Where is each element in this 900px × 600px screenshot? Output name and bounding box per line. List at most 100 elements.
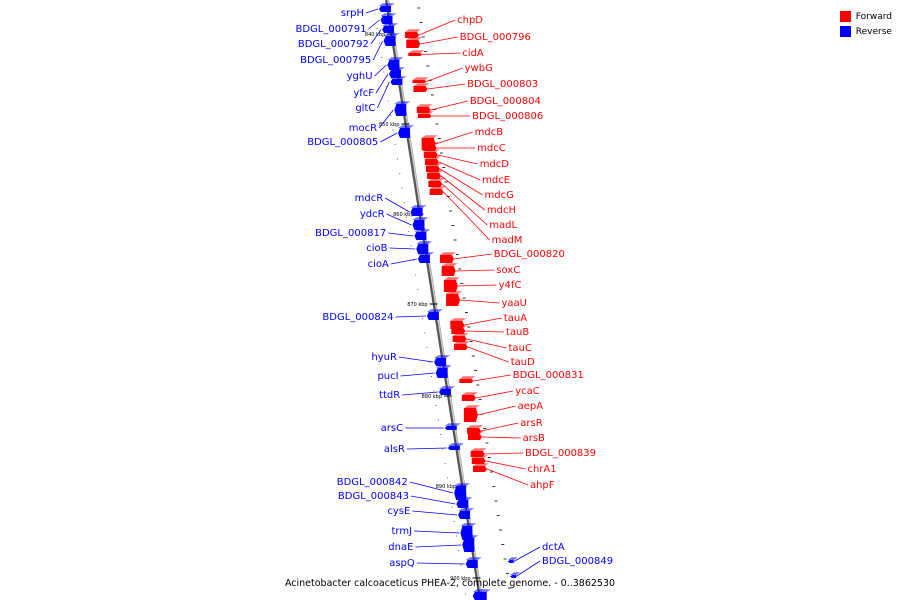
reverse-gene-partial[interactable] [472, 589, 491, 600]
forward-gene-tauC[interactable] [452, 333, 469, 342]
forward-gene-label-yaaU: yaaU [501, 298, 526, 309]
reverse-gene-label-cysE: cysE [387, 506, 410, 517]
forward-gene-y4fC[interactable] [443, 277, 460, 292]
reverse-gene-label-ydcR: ydcR [360, 209, 385, 220]
reverse-gene-label-srpH-leader [365, 8, 379, 14]
forward-gene-BDGL_000803[interactable] [413, 83, 430, 92]
forward-gene-ahpF[interactable] [473, 463, 490, 472]
scale-label: 880 kbp [422, 394, 442, 400]
forward-gene-mdcH[interactable] [427, 170, 444, 179]
scale-label: 860 kbp [393, 212, 413, 218]
reverse-gene-cioB[interactable] [416, 241, 433, 254]
forward-gene-ycaC[interactable] [461, 392, 478, 401]
legend-forward-label: Forward [855, 11, 892, 22]
reverse-gene-ydcR[interactable] [412, 217, 429, 230]
forward-gene-BDGL_000831[interactable] [459, 376, 476, 383]
forward-gene-cidA[interactable] [408, 50, 425, 56]
reverse-gene-BDGL_000817[interactable] [414, 229, 431, 240]
reverse-gene-alsR[interactable] [447, 443, 464, 450]
forward-gene-aepA[interactable] [463, 405, 480, 422]
forward-gene-BDGL_000820[interactable] [439, 252, 456, 263]
reverse-gene-cioA[interactable] [417, 252, 434, 263]
reverse-gene-label-yfcF: yfcF [353, 88, 374, 99]
forward-gene-ywbG[interactable] [412, 77, 429, 83]
scale-label: 900 kbp [450, 576, 470, 582]
reverse-gene-label-cioB-leader [389, 247, 416, 250]
forward-gene-label-BDGL_000803-leader [427, 83, 466, 90]
reverse-gene-label-pucI-leader [400, 372, 435, 377]
forward-gene-label-y4fC: y4fC [499, 280, 522, 291]
forward-gene-label-BDGL_000796-leader [420, 36, 458, 45]
forward-gene-label-mdcG: mdcG [485, 190, 514, 201]
forward-gene-label-tauA-leader [464, 317, 502, 326]
reverse-gene-mocR[interactable] [394, 101, 411, 116]
reverse-gene-arsC[interactable] [444, 423, 461, 430]
forward-gene-BDGL_000806[interactable] [417, 111, 434, 118]
reverse-gene-dnaE[interactable] [462, 535, 479, 552]
legend-reverse-label: Reverse [855, 26, 892, 37]
forward-gene-label-arsB-leader [481, 436, 521, 439]
forward-gene-label-madM-leader [443, 191, 490, 241]
reverse-gene-BDGL_000805[interactable] [398, 125, 415, 138]
forward-gene-label-chpD-leader [418, 19, 456, 36]
forward-gene-label-madM: madM [492, 235, 523, 246]
forward-gene-label-BDGL_000831: BDGL_000831 [513, 370, 584, 381]
reverse-gene-label-BDGL_000824-leader [395, 315, 426, 318]
reverse-gene-aspQ[interactable] [465, 557, 482, 568]
reverse-gene-label-yghU: yghU [347, 71, 373, 82]
forward-gene-label-arsR: arsR [520, 418, 542, 429]
reverse-gene-gltC[interactable] [390, 76, 407, 85]
reverse-gene-label-cysE-leader [412, 510, 458, 516]
forward-gene-label-madL-leader [442, 183, 488, 226]
reverse-gene-dctA[interactable] [507, 557, 518, 563]
forward-gene-label-BDGL_000804-leader [430, 100, 468, 111]
reverse-gene-mdcR[interactable] [410, 205, 427, 216]
reverse-gene-label-gltC-leader [376, 81, 390, 109]
reverse-gene-BDGL_000824[interactable] [426, 309, 443, 320]
forward-gene-tauD[interactable] [453, 341, 470, 350]
forward-gene-madL[interactable] [428, 178, 445, 187]
reverse-gene-cysE[interactable] [458, 508, 475, 519]
reverse-gene-yfcF[interactable] [388, 67, 405, 78]
genome-caption: Acinetobacter calcoaceticus PHEA-2, comp… [284, 578, 616, 589]
forward-gene-madM[interactable] [429, 186, 446, 195]
reverse-gene-BDGL_000795[interactable] [383, 33, 400, 46]
forward-gene-chpD[interactable] [405, 29, 422, 38]
reverse-gene-label-cioA-leader [390, 258, 418, 265]
forward-gene-label-mdcE-leader [438, 161, 481, 181]
reverse-gene-BDGL_000843[interactable] [456, 497, 473, 508]
forward-gene-label-ywbG-leader [426, 67, 463, 82]
reverse-gene-BDGL_000842[interactable] [454, 483, 471, 500]
reverse-gene-label-yfcF-leader [375, 73, 389, 94]
reverse-gene-label-hyuR-leader [398, 356, 434, 363]
forward-gene-soxC[interactable] [441, 263, 458, 276]
reverse-gene-srpH[interactable] [378, 3, 395, 12]
legend-forward-swatch [839, 11, 851, 22]
forward-gene-BDGL_000796[interactable] [406, 37, 423, 48]
reverse-gene-BDGL_000849[interactable] [510, 572, 521, 578]
reverse-gene-label-BDGL_000805-leader [380, 132, 398, 143]
reverse-gene-label-BDGL_000817: BDGL_000817 [315, 228, 386, 239]
forward-gene-label-mdcB: mdcB [475, 127, 504, 138]
reverse-gene-hyuR[interactable] [434, 355, 451, 366]
forward-gene-chrA1[interactable] [471, 455, 488, 464]
reverse-gene-label-BDGL_000795-leader [372, 40, 383, 61]
reverse-gene-label-BDGL_000849-leader [515, 560, 541, 577]
forward-gene-tauB[interactable] [451, 325, 468, 334]
reverse-gene-BDGL_000792[interactable] [382, 23, 399, 33]
forward-gene-label-soxC: soxC [496, 265, 520, 276]
forward-gene-label-cidA-leader [422, 52, 461, 55]
forward-gene-arsB[interactable] [467, 431, 484, 440]
reverse-gene-label-mocR-leader [378, 109, 394, 129]
reverse-gene-label-trmJ: trmJ [391, 526, 412, 537]
forward-gene-yaaU[interactable] [446, 291, 463, 306]
reverse-gene-pucI[interactable] [435, 365, 452, 378]
forward-gene-label-chrA1-leader [485, 460, 526, 470]
forward-gene-label-madL: madL [489, 220, 517, 231]
reverse-gene-label-BDGL_000842-leader [409, 481, 454, 494]
forward-gene-label-mdcE: mdcE [482, 175, 510, 186]
forward-gene-label-mdcH-leader [440, 175, 486, 211]
reverse-gene-ttdR[interactable] [438, 386, 455, 395]
forward-gene-label-arsR-leader [480, 422, 519, 432]
reverse-gene-BDGL_000791[interactable] [380, 13, 397, 24]
